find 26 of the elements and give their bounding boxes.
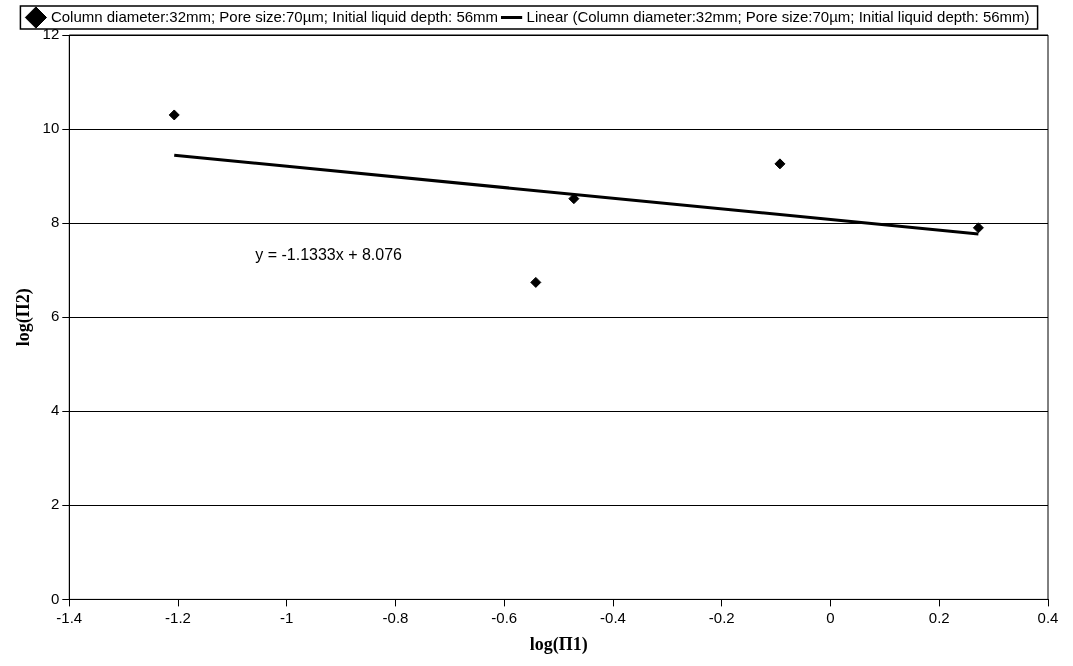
point (530, 276, 542, 288)
x-tick-label: -0.6 (491, 608, 518, 626)
x-tick-label: -0.2 (708, 608, 735, 626)
legend-label: Linear (Column diameter:32mm; Pore size:70µm; Initial liquid depth: 56mm) (526, 7, 1030, 25)
x-tick-label: -1.4 (56, 608, 83, 626)
y-tick-label: 4 (50, 401, 60, 419)
x-tick-label: 0.2 (928, 608, 950, 626)
annotation: y = -1.1333x + 8.076 (255, 245, 403, 263)
point (774, 158, 786, 170)
y-axis-title: log(Π2) (13, 288, 35, 347)
y-tick-label: 12 (42, 25, 60, 43)
x-tick-label: 0.4 (1037, 608, 1059, 626)
y-tick-label: 10 (42, 119, 60, 137)
point (168, 109, 180, 121)
x-tick-label: 0 (826, 608, 835, 626)
x-tick-label: -0.4 (600, 608, 626, 626)
legend-label: Column diameter:32mm; Pore size:70µm; Initial liquid depth: 56mm (50, 7, 499, 25)
point (972, 222, 984, 234)
x-axis-title: log(Π1) (529, 633, 588, 655)
y-tick-label: 6 (50, 307, 60, 325)
y-tick-label: 0 (50, 589, 60, 607)
x-tick-label: -1.2 (165, 608, 191, 626)
x-tick-label: -0.8 (382, 608, 409, 626)
x-tick-label: -1 (280, 608, 294, 626)
y-tick-label: 2 (50, 495, 60, 513)
y-tick-label: 8 (50, 213, 60, 231)
